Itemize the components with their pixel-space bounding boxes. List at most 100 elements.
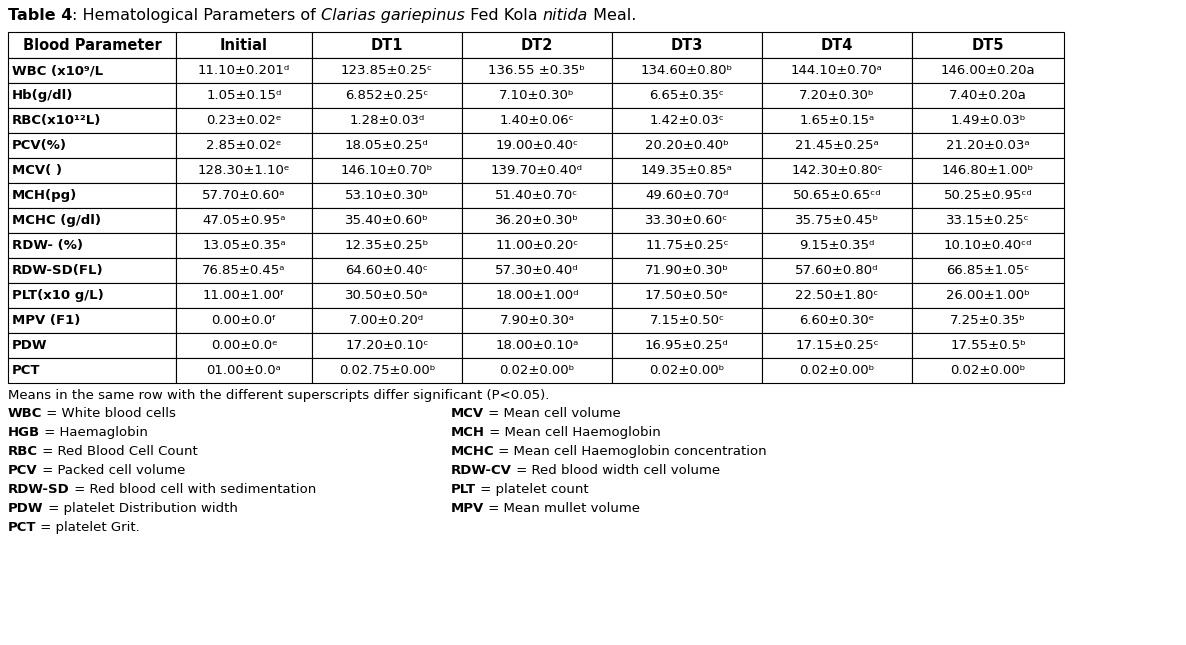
Text: 7.15±0.50ᶜ: 7.15±0.50ᶜ <box>650 314 725 327</box>
Bar <box>176 158 312 183</box>
Bar <box>612 108 761 133</box>
Bar <box>176 358 312 383</box>
Text: : Hematological Parameters of: : Hematological Parameters of <box>72 8 321 23</box>
Text: 18.00±1.00ᵈ: 18.00±1.00ᵈ <box>496 289 579 302</box>
Text: 50.65±0.65ᶜᵈ: 50.65±0.65ᶜᵈ <box>792 189 881 202</box>
Bar <box>312 108 463 133</box>
Bar <box>761 183 912 208</box>
Text: = Red blood width cell volume: = Red blood width cell volume <box>511 464 720 477</box>
Text: = Packed cell volume: = Packed cell volume <box>38 464 185 477</box>
Text: DT2: DT2 <box>521 37 553 52</box>
Bar <box>761 283 912 308</box>
Bar <box>912 58 1064 83</box>
Text: 20.20±0.40ᵇ: 20.20±0.40ᵇ <box>645 139 729 152</box>
Text: 7.40±0.20a: 7.40±0.20a <box>949 89 1027 102</box>
Text: 6.852±0.25ᶜ: 6.852±0.25ᶜ <box>345 89 428 102</box>
Bar <box>8 358 176 383</box>
Text: 71.90±0.30ᵇ: 71.90±0.30ᵇ <box>645 264 729 277</box>
Bar <box>176 32 312 58</box>
Bar <box>612 58 761 83</box>
Bar <box>612 133 761 158</box>
Bar <box>463 308 612 333</box>
Text: 139.70±0.40ᵈ: 139.70±0.40ᵈ <box>491 164 584 177</box>
Bar <box>761 58 912 83</box>
Bar <box>463 158 612 183</box>
Text: 123.85±0.25ᶜ: 123.85±0.25ᶜ <box>342 64 433 77</box>
Bar <box>761 83 912 108</box>
Text: 21.45±0.25ᵃ: 21.45±0.25ᵃ <box>795 139 879 152</box>
Text: 1.28±0.03ᵈ: 1.28±0.03ᵈ <box>350 114 425 127</box>
Bar <box>463 283 612 308</box>
Text: = platelet Distribution width: = platelet Distribution width <box>44 502 237 515</box>
Text: 30.50±0.50ᵃ: 30.50±0.50ᵃ <box>345 289 429 302</box>
Bar <box>8 108 176 133</box>
Text: Means in the same row with the different superscripts differ significant (P<0.05: Means in the same row with the different… <box>8 389 549 402</box>
Bar <box>463 183 612 208</box>
Text: 7.00±0.20ᵈ: 7.00±0.20ᵈ <box>350 314 425 327</box>
Bar <box>312 283 463 308</box>
Text: 10.10±0.40ᶜᵈ: 10.10±0.40ᶜᵈ <box>944 239 1032 252</box>
Bar <box>463 208 612 233</box>
Text: 66.85±1.05ᶜ: 66.85±1.05ᶜ <box>946 264 1029 277</box>
Text: = Mean cell Haemoglobin: = Mean cell Haemoglobin <box>485 426 661 439</box>
Bar <box>612 83 761 108</box>
Bar <box>312 233 463 258</box>
Text: 33.15±0.25ᶜ: 33.15±0.25ᶜ <box>946 214 1029 227</box>
Text: 1.49±0.03ᵇ: 1.49±0.03ᵇ <box>950 114 1026 127</box>
Text: MPV: MPV <box>451 502 484 515</box>
Bar <box>612 333 761 358</box>
Text: 17.15±0.25ᶜ: 17.15±0.25ᶜ <box>795 339 879 352</box>
Text: 7.20±0.30ᵇ: 7.20±0.30ᵇ <box>799 89 875 102</box>
Bar <box>912 133 1064 158</box>
Text: = Mean mullet volume: = Mean mullet volume <box>484 502 640 515</box>
Text: Table 4: Table 4 <box>8 8 72 23</box>
Text: RBC: RBC <box>8 445 38 458</box>
Text: 0.02±0.00ᵇ: 0.02±0.00ᵇ <box>649 364 725 377</box>
Text: 0.02±0.00ᵇ: 0.02±0.00ᵇ <box>950 364 1026 377</box>
Text: 7.25±0.35ᵇ: 7.25±0.35ᵇ <box>950 314 1026 327</box>
Text: 36.20±0.30ᵇ: 36.20±0.30ᵇ <box>495 214 579 227</box>
Text: 146.10±0.70ᵇ: 146.10±0.70ᵇ <box>340 164 433 177</box>
Bar <box>463 258 612 283</box>
Bar <box>176 258 312 283</box>
Text: 7.10±0.30ᵇ: 7.10±0.30ᵇ <box>499 89 575 102</box>
Bar <box>912 208 1064 233</box>
Text: 17.55±0.5ᵇ: 17.55±0.5ᵇ <box>950 339 1026 352</box>
Text: 18.05±0.25ᵈ: 18.05±0.25ᵈ <box>345 139 429 152</box>
Text: 35.75±0.45ᵇ: 35.75±0.45ᵇ <box>795 214 879 227</box>
Text: PCV: PCV <box>8 464 38 477</box>
Text: MCH: MCH <box>451 426 485 439</box>
Text: 0.00±0.0ᵉ: 0.00±0.0ᵉ <box>211 339 278 352</box>
Text: 0.23±0.02ᵉ: 0.23±0.02ᵉ <box>206 114 282 127</box>
Bar <box>463 358 612 383</box>
Text: DT3: DT3 <box>671 37 703 52</box>
Bar <box>612 158 761 183</box>
Text: 53.10±0.30ᵇ: 53.10±0.30ᵇ <box>345 189 429 202</box>
Text: 0.00±0.0ᶠ: 0.00±0.0ᶠ <box>211 314 276 327</box>
Text: 9.15±0.35ᵈ: 9.15±0.35ᵈ <box>799 239 875 252</box>
Text: 146.80±1.00ᵇ: 146.80±1.00ᵇ <box>942 164 1034 177</box>
Bar <box>312 83 463 108</box>
Text: = Red blood cell with sedimentation: = Red blood cell with sedimentation <box>70 483 315 496</box>
Bar <box>912 32 1064 58</box>
Bar <box>8 233 176 258</box>
Bar <box>312 358 463 383</box>
Bar <box>176 58 312 83</box>
Text: 149.35±0.85ᵃ: 149.35±0.85ᵃ <box>640 164 733 177</box>
Bar <box>8 208 176 233</box>
Bar <box>176 333 312 358</box>
Text: 142.30±0.80ᶜ: 142.30±0.80ᶜ <box>791 164 882 177</box>
Bar <box>312 133 463 158</box>
Bar <box>8 333 176 358</box>
Text: 1.42±0.03ᶜ: 1.42±0.03ᶜ <box>650 114 725 127</box>
Text: MPV (F1): MPV (F1) <box>12 314 81 327</box>
Text: 1.05±0.15ᵈ: 1.05±0.15ᵈ <box>206 89 282 102</box>
Text: Initial: Initial <box>219 37 268 52</box>
Bar <box>312 183 463 208</box>
Text: 49.60±0.70ᵈ: 49.60±0.70ᵈ <box>645 189 728 202</box>
Text: = Mean cell Haemoglobin concentration: = Mean cell Haemoglobin concentration <box>495 445 767 458</box>
Text: 51.40±0.70ᶜ: 51.40±0.70ᶜ <box>496 189 579 202</box>
Text: Meal.: Meal. <box>588 8 637 23</box>
Bar <box>912 358 1064 383</box>
Bar <box>761 208 912 233</box>
